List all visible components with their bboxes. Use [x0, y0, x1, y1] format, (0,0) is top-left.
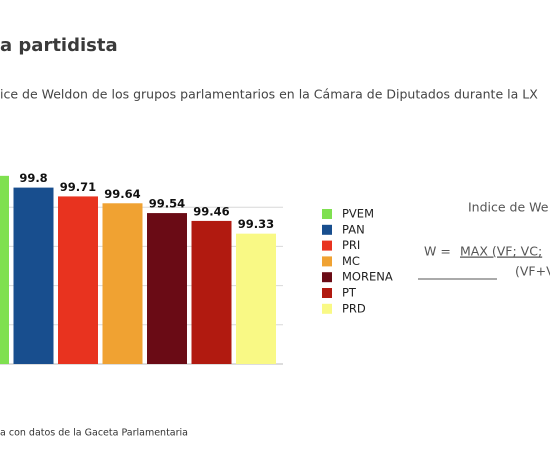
legend-swatch — [322, 288, 332, 298]
formula-lhs: W = — [424, 244, 451, 259]
source-note: a con datos de la Gaceta Parlamentaria — [0, 428, 188, 439]
value-label: 99.33 — [238, 217, 274, 231]
bar — [58, 196, 98, 364]
legend-label: PRI — [342, 238, 360, 252]
legend-swatch — [322, 240, 332, 251]
value-label: 99.54 — [149, 197, 185, 211]
bar — [147, 213, 187, 364]
value-label: 99.46 — [193, 204, 229, 218]
bar — [191, 220, 232, 364]
legend-label: MC — [342, 254, 360, 268]
legend-label: MORENA — [342, 270, 393, 284]
bar — [0, 175, 9, 364]
slide-title: a partidista — [0, 35, 118, 56]
bar — [13, 187, 54, 364]
value-label: 99.8 — [19, 171, 47, 185]
legend-label: PAN — [342, 222, 365, 236]
legend-swatch — [322, 256, 332, 267]
legend-label: PT — [342, 286, 357, 300]
formula-numerator: MAX (VF; VC; — [460, 244, 542, 259]
legend-swatch — [322, 303, 332, 314]
formula-denominator: (VF+V — [515, 264, 550, 279]
legend-swatch — [322, 272, 332, 283]
legend-swatch — [322, 224, 332, 235]
legend-label: PVEM — [342, 207, 374, 221]
value-label: 99.64 — [104, 187, 140, 201]
bar — [102, 203, 143, 364]
legend-label: PRD — [342, 301, 366, 315]
legend-swatch — [322, 209, 332, 219]
slide-subtitle: ice de Weldon de los grupos parlamentari… — [0, 87, 538, 102]
formula-heading: Indice de We — [468, 200, 549, 215]
value-label: 99.71 — [60, 180, 96, 194]
bar — [236, 233, 276, 364]
